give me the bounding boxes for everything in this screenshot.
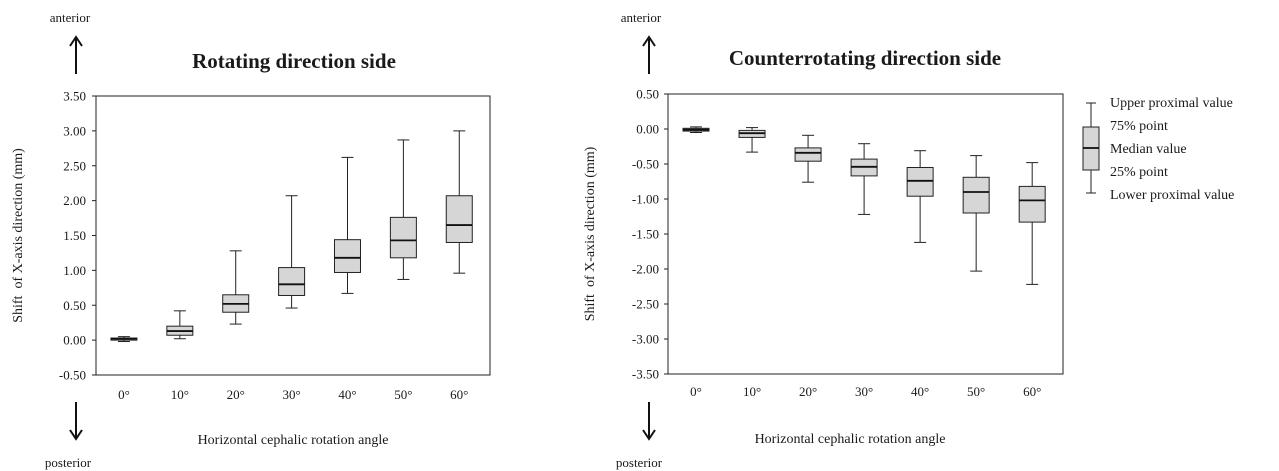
posterior-label: posterior xyxy=(616,455,663,470)
posterior-label: posterior xyxy=(45,455,92,470)
anterior-label: anterior xyxy=(50,10,91,25)
x-tick-label: 30° xyxy=(855,384,873,399)
anterior-label: anterior xyxy=(621,10,662,25)
x-tick-label: 0° xyxy=(118,387,130,402)
box-0 xyxy=(682,126,710,133)
legend-lower-label: Lower proximal value xyxy=(1110,188,1234,203)
box-4 xyxy=(333,156,361,294)
x-tick-label: 60° xyxy=(1023,384,1041,399)
x-tick-label: 20° xyxy=(799,384,817,399)
iqr-box xyxy=(445,195,473,243)
x-tick-label: 40° xyxy=(338,387,356,402)
box-2 xyxy=(794,134,822,183)
x-tick-label: 10° xyxy=(171,387,189,402)
y-tick-label: 3.50 xyxy=(63,89,86,104)
x-axis-label: Horizontal cephalic rotation angle xyxy=(755,432,946,447)
legend-q1-label: 25% point xyxy=(1110,165,1168,180)
posterior-arrow-head xyxy=(642,429,656,441)
legend-median-label: Median value xyxy=(1110,142,1187,157)
box-6 xyxy=(445,130,473,274)
iqr-box xyxy=(1018,185,1046,223)
x-tick-label: 10° xyxy=(743,384,761,399)
y-tick-label: 0.00 xyxy=(636,122,659,137)
y-tick-label: -0.50 xyxy=(59,368,86,383)
iqr-box xyxy=(962,176,990,214)
y-tick-label: -2.00 xyxy=(632,262,659,277)
box-3 xyxy=(278,195,306,309)
y-tick-label: 1.50 xyxy=(63,228,86,243)
y-tick-label: 0.00 xyxy=(63,333,86,348)
y-axis-label: Shift of X-axis direction (mm) xyxy=(11,148,26,323)
plot-frame xyxy=(667,93,1064,375)
box-1 xyxy=(738,127,766,153)
iqr-box xyxy=(333,239,361,273)
chart-title: Rotating direction side xyxy=(192,49,396,73)
anterior-arrow-head xyxy=(642,35,656,47)
legend-upper-label: Upper proximal value xyxy=(1110,96,1233,111)
box-5 xyxy=(389,139,417,280)
y-tick-label: 2.00 xyxy=(63,193,86,208)
y-tick-label: 0.50 xyxy=(63,298,86,313)
x-tick-label: 50° xyxy=(394,387,412,402)
y-tick-label: 3.00 xyxy=(63,123,86,138)
y-tick-label: 1.00 xyxy=(63,263,86,278)
y-tick-label: -2.50 xyxy=(632,297,659,312)
box-3 xyxy=(850,143,878,215)
legend-q3-label: 75% point xyxy=(1110,119,1168,134)
chart-title: Counterrotating direction side xyxy=(729,46,1001,70)
box-6 xyxy=(1018,162,1046,285)
plot-frame xyxy=(95,95,491,376)
chart-rotating-side: Rotating direction side 3.50 3.00 2.50 2.00 1… xyxy=(11,10,491,470)
box-4 xyxy=(906,150,934,243)
y-tick-label: -3.00 xyxy=(632,332,659,347)
box-2 xyxy=(222,250,250,325)
y-tick-label: 0.50 xyxy=(636,87,659,102)
x-tick-label: 40° xyxy=(911,384,929,399)
anterior-arrow-head xyxy=(69,35,83,47)
iqr-box xyxy=(389,216,417,259)
iqr-box xyxy=(278,267,306,296)
iqr-box xyxy=(794,147,822,162)
y-axis-label: Shift of X-axis direction (mm) xyxy=(583,146,598,321)
box-1 xyxy=(166,310,194,340)
posterior-arrow-head xyxy=(69,429,83,441)
chart-counterrotating-side: Counterrotating direction side 0.50 0.00 -0… xyxy=(583,10,1064,470)
y-tick-label: -1.50 xyxy=(632,227,659,242)
y-tick-label: -0.50 xyxy=(632,157,659,172)
y-tick-label: -1.00 xyxy=(632,192,659,207)
x-tick-label: 60° xyxy=(450,387,468,402)
legend: Upper proximal value 75% point Median valu… xyxy=(1082,96,1234,203)
x-tick-label: 30° xyxy=(283,387,301,402)
y-tick-label: -3.50 xyxy=(632,367,659,382)
x-axis-label: Horizontal cephalic rotation angle xyxy=(198,433,389,448)
x-tick-label: 50° xyxy=(967,384,985,399)
box-0 xyxy=(110,336,138,343)
x-tick-label: 0° xyxy=(690,384,702,399)
y-tick-label: 2.50 xyxy=(63,158,86,173)
iqr-box xyxy=(906,167,934,197)
box-5 xyxy=(962,155,990,272)
x-tick-label: 20° xyxy=(227,387,245,402)
